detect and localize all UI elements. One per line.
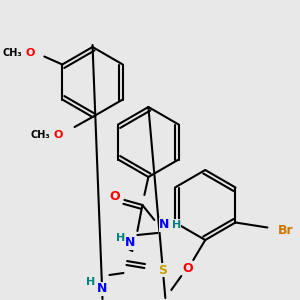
Text: H: H	[116, 233, 125, 243]
Text: N: N	[97, 283, 108, 296]
Text: O: O	[109, 190, 120, 203]
Text: O: O	[26, 47, 35, 58]
Text: Br: Br	[278, 224, 293, 237]
Text: O: O	[182, 262, 193, 275]
Text: O: O	[54, 130, 63, 140]
Text: H: H	[172, 220, 181, 230]
Text: CH₃: CH₃	[3, 47, 22, 58]
Text: CH₃: CH₃	[31, 130, 50, 140]
Text: H: H	[86, 277, 95, 287]
Text: S: S	[158, 263, 167, 277]
Text: N: N	[125, 236, 136, 250]
Text: N: N	[159, 218, 170, 232]
